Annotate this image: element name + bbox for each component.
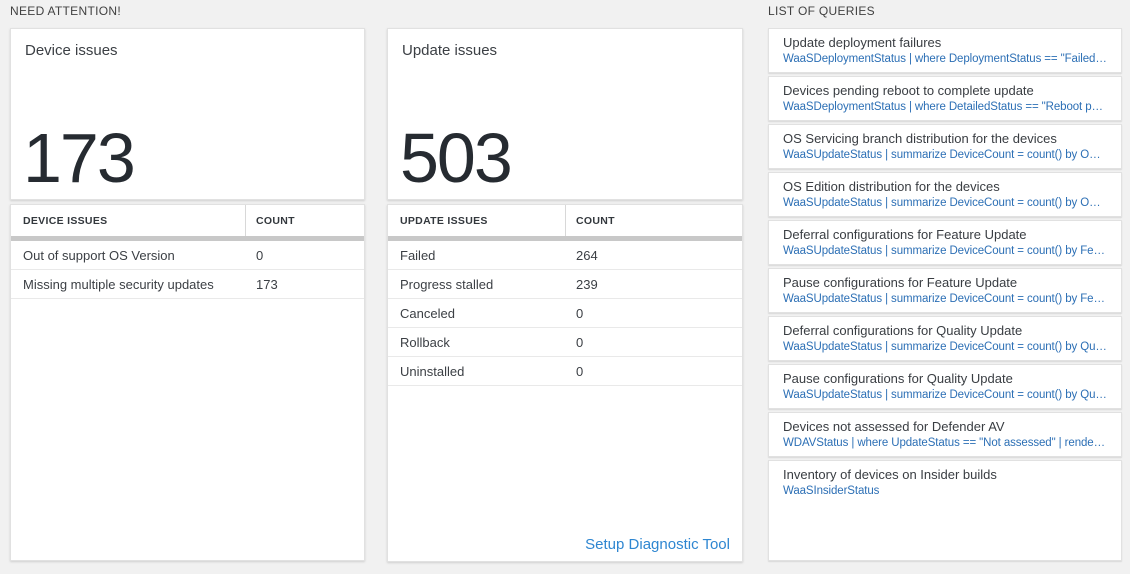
table-row[interactable]: Missing multiple security updates 173 bbox=[11, 270, 364, 299]
query-item-os-edition-distribution[interactable]: OS Edition distribution for the devices … bbox=[768, 172, 1122, 217]
query-title: Update deployment failures bbox=[783, 35, 942, 50]
issue-count: 0 bbox=[256, 247, 264, 263]
query-code-link[interactable]: WaaSUpdateStatus | summarize DeviceCount… bbox=[783, 149, 1107, 161]
query-title: Devices pending reboot to complete updat… bbox=[783, 83, 1034, 98]
device-table-header: DEVICE ISSUES COUNT bbox=[11, 205, 364, 236]
issue-count: 239 bbox=[576, 276, 598, 292]
query-code-link[interactable]: WaaSUpdateStatus | summarize DeviceCount… bbox=[783, 293, 1107, 305]
issue-count: 264 bbox=[576, 247, 598, 263]
setup-diagnostic-tool-link[interactable]: Setup Diagnostic Tool bbox=[585, 536, 730, 553]
list-of-queries-header: LIST OF QUERIES bbox=[768, 4, 875, 18]
need-attention-header: NEED ATTENTION! bbox=[10, 4, 121, 18]
issue-count: 173 bbox=[256, 276, 278, 292]
update-issues-table: UPDATE ISSUES COUNT Failed 264 Progress … bbox=[387, 204, 743, 562]
query-item-defender-av-not-assessed[interactable]: Devices not assessed for Defender AV WDA… bbox=[768, 412, 1122, 457]
update-issues-big-count: 503 bbox=[400, 119, 513, 197]
query-code-link[interactable]: WaaSDeploymentStatus | where DetailedSta… bbox=[783, 101, 1107, 113]
query-title: Pause configurations for Feature Update bbox=[783, 275, 1018, 290]
table-row[interactable]: Out of support OS Version 0 bbox=[11, 241, 364, 270]
device-issues-table: DEVICE ISSUES COUNT Out of support OS Ve… bbox=[10, 204, 365, 561]
table-row[interactable]: Progress stalled 239 bbox=[388, 270, 742, 299]
issue-label: Failed bbox=[400, 247, 436, 263]
query-code-link[interactable]: WaaSUpdateStatus | summarize DeviceCount… bbox=[783, 245, 1107, 257]
issue-count: 0 bbox=[576, 305, 584, 321]
query-item-os-servicing-branch[interactable]: OS Servicing branch distribution for the… bbox=[768, 124, 1122, 169]
query-title: OS Edition distribution for the devices bbox=[783, 179, 1000, 194]
query-item-pause-quality-update[interactable]: Pause configurations for Quality Update … bbox=[768, 364, 1122, 409]
query-title: Deferral configurations for Feature Upda… bbox=[783, 227, 1027, 242]
issue-label: Missing multiple security updates bbox=[23, 276, 214, 292]
table-row[interactable]: Canceled 0 bbox=[388, 299, 742, 328]
issue-count: 0 bbox=[576, 334, 584, 350]
count-column-header: COUNT bbox=[245, 205, 364, 236]
issue-label: Uninstalled bbox=[400, 363, 465, 379]
query-code-link[interactable]: WaaSInsiderStatus bbox=[783, 485, 880, 497]
device-issues-column-header: DEVICE ISSUES bbox=[23, 214, 108, 227]
table-row[interactable]: Rollback 0 bbox=[388, 328, 742, 357]
query-code-link[interactable]: WaaSDeploymentStatus | where DeploymentS… bbox=[783, 53, 1107, 65]
query-code-link[interactable]: WaaSUpdateStatus | summarize DeviceCount… bbox=[783, 341, 1107, 353]
issue-label: Canceled bbox=[400, 305, 455, 321]
issue-label: Out of support OS Version bbox=[23, 247, 175, 263]
device-issues-big-count: 173 bbox=[23, 119, 136, 197]
query-item-deferral-feature-update[interactable]: Deferral configurations for Feature Upda… bbox=[768, 220, 1122, 265]
query-code-link[interactable]: WaaSUpdateStatus | summarize DeviceCount… bbox=[783, 197, 1107, 209]
query-title: Devices not assessed for Defender AV bbox=[783, 419, 1005, 434]
header-scroll-bar bbox=[11, 236, 364, 241]
query-title: OS Servicing branch distribution for the… bbox=[783, 131, 1057, 146]
query-title: Deferral configurations for Quality Upda… bbox=[783, 323, 1023, 338]
update-issues-tile[interactable]: Update issues 503 bbox=[387, 28, 743, 200]
query-item-pause-feature-update[interactable]: Pause configurations for Feature Update … bbox=[768, 268, 1122, 313]
query-item-insider-builds-inventory[interactable]: Inventory of devices on Insider builds W… bbox=[768, 460, 1122, 561]
issue-label: Rollback bbox=[400, 334, 450, 350]
query-code-link[interactable]: WaaSUpdateStatus | summarize DeviceCount… bbox=[783, 389, 1107, 401]
update-table-header: UPDATE ISSUES COUNT bbox=[388, 205, 742, 236]
query-title: Inventory of devices on Insider builds bbox=[783, 467, 997, 482]
device-issues-title: Device issues bbox=[25, 42, 118, 59]
update-issues-column-header: UPDATE ISSUES bbox=[400, 214, 488, 227]
issue-count: 0 bbox=[576, 363, 584, 379]
update-issues-title: Update issues bbox=[402, 42, 498, 59]
query-item-update-deployment-failures[interactable]: Update deployment failures WaaSDeploymen… bbox=[768, 28, 1122, 73]
query-item-devices-pending-reboot[interactable]: Devices pending reboot to complete updat… bbox=[768, 76, 1122, 121]
device-issues-tile[interactable]: Device issues 173 bbox=[10, 28, 365, 200]
table-row[interactable]: Failed 264 bbox=[388, 241, 742, 270]
header-scroll-bar bbox=[388, 236, 742, 241]
query-title: Pause configurations for Quality Update bbox=[783, 371, 1013, 386]
list-of-queries-panel: Update deployment failures WaaSDeploymen… bbox=[768, 28, 1122, 561]
query-code-link[interactable]: WDAVStatus | where UpdateStatus == "Not … bbox=[783, 437, 1107, 449]
table-row[interactable]: Uninstalled 0 bbox=[388, 357, 742, 386]
count-column-header: COUNT bbox=[565, 205, 742, 236]
query-item-deferral-quality-update[interactable]: Deferral configurations for Quality Upda… bbox=[768, 316, 1122, 361]
issue-label: Progress stalled bbox=[400, 276, 494, 292]
